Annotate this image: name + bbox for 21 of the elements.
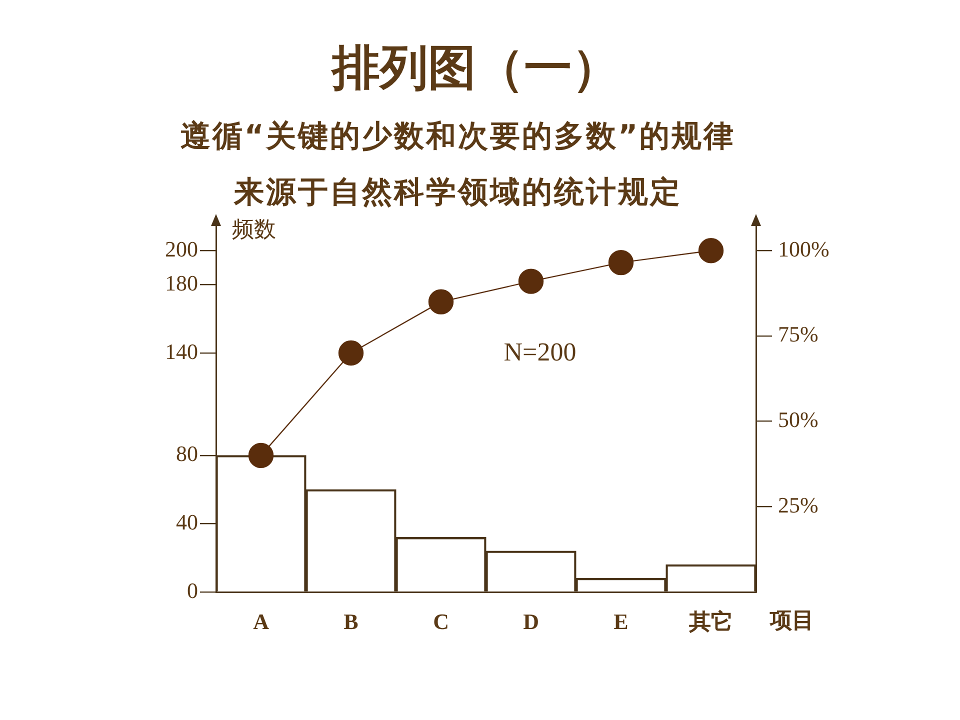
y-axis-title: 频数 bbox=[232, 218, 276, 243]
chart-subtitle: 遵循“关键的少数和次要的多数”的规律来源于自然科学领域的统计规定 bbox=[180, 119, 736, 210]
y2-tick-label: 25% bbox=[778, 492, 818, 518]
x-tick-label: 其它 bbox=[688, 608, 733, 634]
x-tick-label: A bbox=[253, 608, 270, 634]
y-tick-label: 140 bbox=[165, 338, 198, 364]
annotation: N=200 bbox=[504, 337, 576, 366]
x-tick-label: B bbox=[344, 608, 359, 634]
y-tick-label: 0 bbox=[187, 578, 198, 603]
y2-tick-label: 50% bbox=[778, 407, 818, 432]
x-tick-label: E bbox=[614, 608, 628, 634]
y-tick-label: 80 bbox=[176, 441, 198, 466]
x-tick-label: C bbox=[433, 608, 449, 634]
y-tick-label: 200 bbox=[165, 236, 198, 262]
y-tick-label: 180 bbox=[165, 270, 198, 296]
chart-title: 排列图（一） bbox=[330, 39, 621, 98]
x-axis-title: 项目 bbox=[769, 608, 814, 634]
y-tick-label: 40 bbox=[176, 510, 198, 534]
y2-tick-label: 100% bbox=[778, 236, 830, 262]
x-tick-label: D bbox=[523, 608, 539, 634]
y2-tick-label: 75% bbox=[778, 322, 818, 347]
